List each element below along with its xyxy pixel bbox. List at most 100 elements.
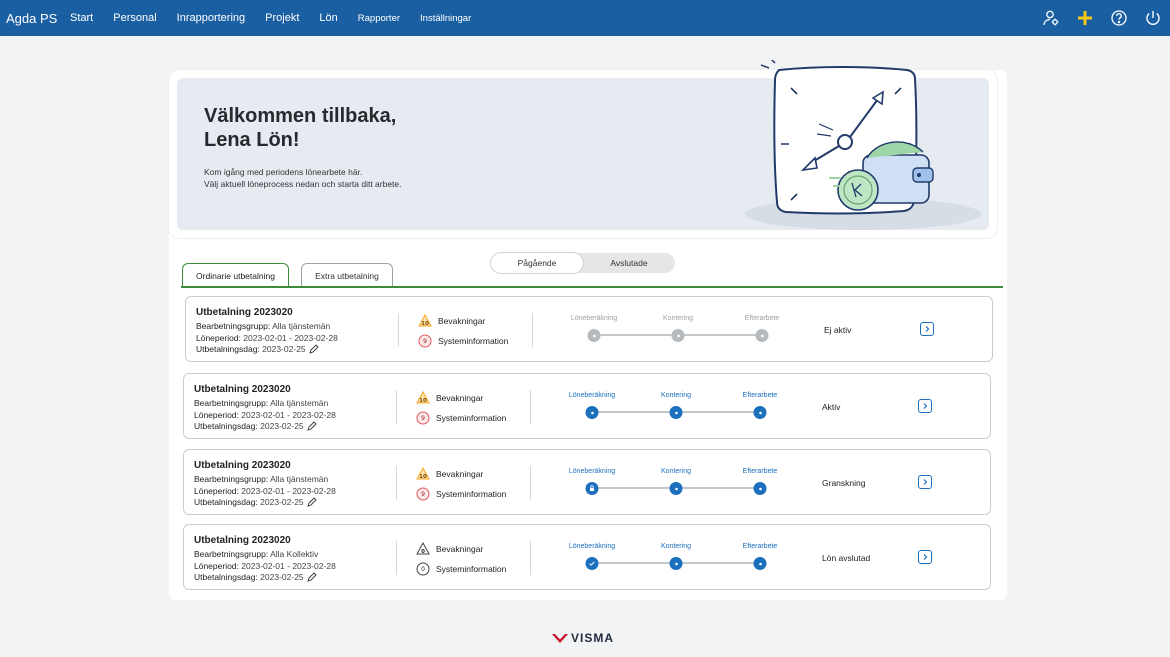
- step-dot-active[interactable]: [669, 406, 683, 419]
- watch-row[interactable]: 0 Bevakningar: [416, 542, 483, 556]
- step-dot-locked[interactable]: [585, 482, 599, 495]
- watch-row[interactable]: 10 Bevakningar: [418, 314, 485, 328]
- card-divider: [396, 541, 397, 575]
- open-card-button[interactable]: [918, 475, 932, 489]
- payment-card: Utbetalning 2023020 Bearbetningsgrupp: A…: [183, 373, 991, 439]
- chevron-right-icon: [925, 326, 930, 332]
- card-status: Aktiv: [822, 402, 841, 412]
- step-label-efterarbete: Efterarbete: [742, 392, 778, 399]
- error-badge-icon: 9: [418, 334, 432, 348]
- step-label-efterarbete: Efterarbete: [744, 315, 780, 322]
- process-steps: Löneberäkning Kontering Efterarbete: [569, 464, 777, 504]
- visma-logo-text: VISMA: [571, 631, 615, 645]
- warning-badge-icon: 10: [416, 391, 430, 404]
- step-dot-active[interactable]: [753, 482, 767, 495]
- sysinfo-row[interactable]: 9 Systeminformation: [416, 487, 506, 501]
- card-group-value: Alla Kollektiv: [270, 549, 319, 559]
- nav-item-rapporter[interactable]: Rapporter: [357, 12, 401, 24]
- sysinfo-row[interactable]: 9 Systeminformation: [418, 334, 508, 348]
- edit-pencil-icon[interactable]: [306, 421, 317, 431]
- sysinfo-row[interactable]: 9 Systeminformation: [416, 411, 506, 425]
- card-group-label: Bearbetningsgrupp:: [196, 321, 271, 331]
- watch-row[interactable]: 10 Bevakningar: [416, 391, 483, 405]
- card-group-line: Bearbetningsgrupp: Alla tjänstemän: [196, 321, 330, 331]
- step-dot-active[interactable]: [753, 557, 767, 570]
- watch-row[interactable]: 10 Bevakningar: [416, 467, 483, 481]
- visma-logo: VISMA: [551, 629, 617, 647]
- card-payday-label: Utbetalningsdag:: [196, 344, 260, 354]
- step-label-loneberakning: Löneberäkning: [568, 468, 616, 475]
- card-group-value: Alla tjänstemän: [270, 398, 329, 408]
- card-title: Utbetalning 2023020: [194, 384, 291, 395]
- nav-item-lon[interactable]: Lön: [319, 12, 338, 24]
- card-payday-value: 2023-02-25: [260, 497, 304, 507]
- step-dot-active[interactable]: [669, 482, 683, 495]
- nav-item-installningar[interactable]: Inställningar: [420, 12, 472, 24]
- sysinfo-label: Systeminformation: [436, 413, 507, 423]
- card-period-value: 2023-02-01 - 2023-02-28: [243, 333, 338, 343]
- plus-icon[interactable]: [1068, 0, 1102, 36]
- card-status: Granskning: [822, 478, 866, 488]
- step-label-loneberakning: Löneberäkning: [568, 392, 616, 399]
- card-divider: [398, 313, 399, 347]
- card-payday-value: 2023-02-25: [260, 572, 304, 582]
- card-title: Utbetalning 2023020: [194, 535, 291, 546]
- sysinfo-label: Systeminformation: [438, 336, 509, 346]
- main-panel: Välkommen tillbaka, Lena Lön! Kom igång …: [169, 60, 1007, 600]
- nav-item-projekt[interactable]: Projekt: [265, 12, 300, 24]
- card-divider: [530, 541, 531, 575]
- step-label-kontering: Kontering: [661, 468, 691, 475]
- card-group-value: Alla tjänstemän: [272, 321, 331, 331]
- step-dot-inactive: [755, 329, 769, 342]
- step-label-kontering: Kontering: [661, 543, 691, 550]
- welcome-hero-inner: Välkommen tillbaka, Lena Lön! Kom igång …: [177, 60, 989, 230]
- sys-count: 9: [421, 491, 425, 498]
- open-card-button[interactable]: [918, 550, 932, 564]
- chevron-right-icon: [923, 554, 928, 560]
- watch-label: Bevakningar: [438, 316, 486, 326]
- nav-item-start[interactable]: Start: [70, 12, 94, 24]
- step-dot-active[interactable]: [585, 406, 599, 419]
- card-payday-line: Utbetalningsdag: 2023-02-25: [194, 572, 317, 582]
- watch-count: 0: [421, 549, 425, 555]
- sysinfo-row[interactable]: 0 Systeminformation: [416, 562, 506, 576]
- card-payday-value: 2023-02-25: [262, 344, 306, 354]
- help-icon[interactable]: [1102, 0, 1136, 36]
- edit-pencil-icon[interactable]: [308, 344, 319, 354]
- step-dot-done[interactable]: [585, 557, 599, 570]
- toggle-pagaende[interactable]: Pågående: [491, 253, 583, 273]
- step-dot-active[interactable]: [753, 406, 767, 419]
- lock-icon: [590, 485, 594, 491]
- step-label-efterarbete: Efterarbete: [742, 468, 778, 475]
- process-steps: Löneberäkning Kontering Efterarbete: [569, 388, 777, 428]
- card-period-line: Löneperiod: 2023-02-01 - 2023-02-28: [194, 561, 336, 571]
- card-divider: [396, 390, 397, 424]
- tab-extra-utbetalning[interactable]: Extra utbetalning: [301, 263, 393, 287]
- card-period-value: 2023-02-01 - 2023-02-28: [241, 561, 336, 571]
- card-title: Utbetalning 2023020: [194, 460, 291, 471]
- card-divider: [530, 466, 531, 500]
- card-group-label: Bearbetningsgrupp:: [194, 549, 269, 559]
- card-divider: [532, 313, 533, 347]
- payment-card: Utbetalning 2023020 Bearbetningsgrupp: A…: [183, 449, 991, 515]
- edit-pencil-icon[interactable]: [306, 497, 317, 507]
- power-icon[interactable]: [1136, 0, 1170, 36]
- user-settings-icon[interactable]: [1034, 0, 1068, 36]
- card-period-label: Löneperiod:: [194, 410, 239, 420]
- sysinfo-label: Systeminformation: [436, 489, 507, 499]
- sys-count: 0: [421, 566, 425, 573]
- brand-name[interactable]: Agda PS: [6, 10, 58, 26]
- nav-item-inrapportering[interactable]: Inrapportering: [176, 12, 246, 24]
- tab-ordinarie-utbetalning[interactable]: Ordinarie utbetalning: [182, 263, 289, 287]
- step-label-efterarbete: Efterarbete: [742, 543, 778, 550]
- sys-count: 9: [421, 415, 425, 422]
- open-card-button[interactable]: [920, 322, 934, 336]
- watch-count: 10: [421, 321, 429, 327]
- step-dot-active[interactable]: [669, 557, 683, 570]
- nav-item-personal[interactable]: Personal: [113, 12, 157, 24]
- toggle-avslutade[interactable]: Avslutade: [610, 258, 648, 268]
- watch-count: 10: [419, 398, 427, 404]
- edit-pencil-icon[interactable]: [306, 572, 317, 582]
- process-steps: Löneberäkning Kontering Efterarbete: [571, 311, 779, 351]
- open-card-button[interactable]: [918, 399, 932, 413]
